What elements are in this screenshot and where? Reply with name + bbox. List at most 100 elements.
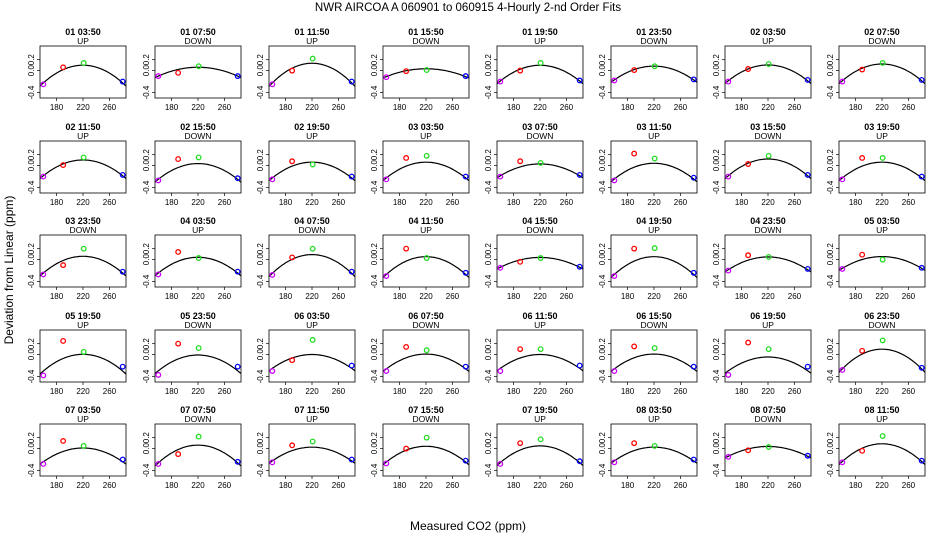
x-tick-label: 260 (218, 292, 232, 301)
data-point (918, 364, 925, 371)
panel-frame (268, 45, 356, 99)
data-point (80, 154, 87, 161)
data-point (155, 461, 162, 467)
x-tick-label: 220 (419, 198, 433, 207)
y-tick-label: 0.0 (370, 443, 379, 455)
y-tick-label: 0.2 (826, 54, 835, 66)
data-point (611, 368, 618, 375)
panel-title: 03 03:50 (408, 122, 444, 132)
x-tick-label: 260 (788, 387, 802, 396)
panel-direction: UP (306, 320, 318, 330)
panel-frame (838, 234, 926, 288)
fit-curve (496, 353, 584, 372)
fit-curve (838, 348, 926, 373)
y-tick-label: -0.4 (826, 463, 835, 477)
data-point (269, 176, 276, 183)
x-tick-label: 260 (103, 387, 117, 396)
panel-title: 07 03:50 (65, 405, 101, 415)
x-tick-label: 220 (419, 387, 433, 396)
panel-frame (39, 329, 127, 383)
panel-title: 01 19:50 (522, 27, 558, 37)
panel-frame (268, 234, 356, 288)
panel-frame (496, 45, 584, 99)
data-point (289, 357, 296, 364)
fit-curve (724, 445, 812, 459)
x-tick-label: 180 (507, 103, 521, 112)
y-tick-label: 0.0 (826, 65, 835, 77)
y-tick-label: -0.4 (27, 274, 36, 288)
panel-direction: UP (534, 320, 546, 330)
fit-curve (154, 66, 242, 79)
x-tick-label: 220 (191, 387, 205, 396)
x-tick-label: 260 (218, 387, 232, 396)
panel-frame (610, 45, 698, 99)
y-tick-label: 0.0 (142, 349, 151, 361)
y-tick-label: 0.2 (256, 243, 265, 255)
y-tick-label: 0.2 (598, 149, 607, 161)
x-tick-label: 220 (647, 481, 661, 490)
y-tick-label: -0.4 (370, 274, 379, 288)
data-point (289, 67, 296, 74)
y-tick-label: 0.2 (370, 243, 379, 255)
data-point (517, 67, 524, 74)
x-tick-label: 260 (446, 481, 460, 490)
panel-title: 06 11:50 (522, 311, 557, 321)
panel-frame (382, 234, 470, 288)
data-point (631, 440, 638, 447)
panel-frame (39, 234, 127, 288)
data-point (155, 371, 162, 378)
y-tick-label: -0.4 (370, 85, 379, 99)
y-tick-label: -0.4 (712, 85, 721, 99)
data-point (348, 362, 355, 369)
x-tick-label: 260 (788, 198, 802, 207)
y-tick-label: 0.0 (484, 349, 493, 361)
x-tick-label: 260 (902, 103, 916, 112)
fit-curve (610, 65, 698, 83)
y-tick-label: -0.4 (826, 180, 835, 194)
x-tick-label: 260 (446, 387, 460, 396)
panel-frame (496, 234, 584, 288)
data-point (309, 438, 316, 445)
data-point (859, 155, 866, 161)
x-tick-label: 260 (674, 387, 688, 396)
y-tick-label: 0.0 (27, 65, 36, 77)
data-point (80, 245, 87, 252)
data-point (918, 173, 925, 180)
x-tick-label: 260 (218, 198, 232, 207)
data-point (40, 271, 47, 278)
panel-direction: DOWN (299, 225, 326, 235)
y-tick-label: -0.4 (598, 369, 607, 383)
data-point (517, 258, 524, 265)
y-tick-label: 0.0 (370, 65, 379, 77)
x-tick-label: 220 (191, 481, 205, 490)
panel-frame (724, 234, 812, 288)
data-point (497, 173, 504, 180)
x-tick-label: 220 (76, 481, 90, 490)
data-point (119, 171, 126, 178)
x-tick-label: 180 (849, 387, 863, 396)
data-point (348, 456, 355, 463)
fit-curve (39, 159, 127, 179)
panel-frame (496, 140, 584, 194)
data-point (725, 267, 732, 274)
fit-curve (154, 354, 242, 374)
data-point (651, 345, 658, 352)
panel-frame (610, 423, 698, 477)
data-point (462, 269, 469, 276)
panel-direction: UP (648, 414, 660, 424)
panel-direction: DOWN (413, 414, 440, 424)
x-tick-label: 180 (849, 292, 863, 301)
panel-direction: UP (420, 131, 432, 141)
x-tick-label: 180 (621, 103, 635, 112)
data-point (879, 256, 886, 263)
y-tick-label: -0.4 (484, 85, 493, 99)
x-tick-label: 220 (875, 292, 889, 301)
data-point (348, 173, 355, 180)
y-tick-label: 0.2 (256, 149, 265, 161)
x-tick-label: 220 (761, 198, 775, 207)
